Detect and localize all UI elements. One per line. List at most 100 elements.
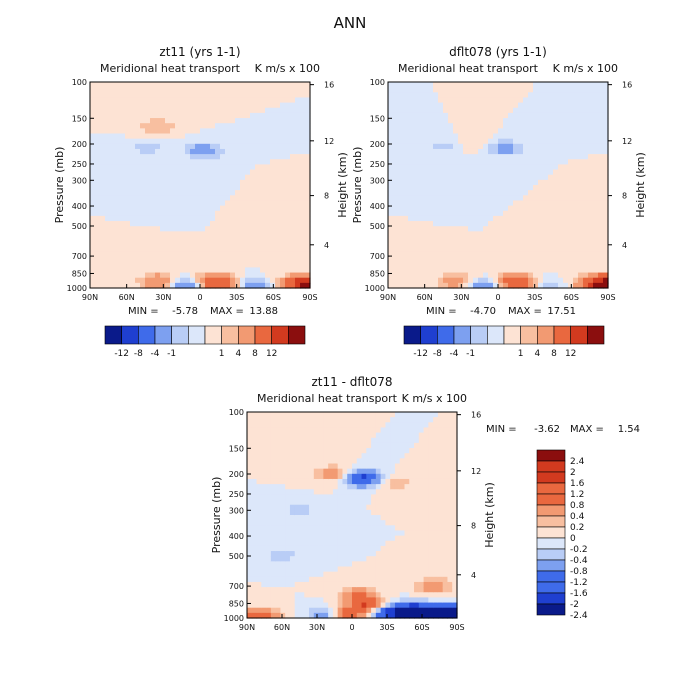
heatmap-cell xyxy=(371,612,377,619)
heatmap-cell xyxy=(578,231,584,238)
heatmap-cell xyxy=(518,107,524,114)
heatmap-cell xyxy=(375,478,382,485)
heatmap-cell xyxy=(438,159,444,165)
colorbar-swatch xyxy=(520,325,538,345)
heatmap-cell xyxy=(150,143,156,150)
heatmap-cell xyxy=(323,499,329,506)
heatmap-cell xyxy=(130,128,136,135)
heatmap-cell xyxy=(538,190,544,196)
heatmap-cell xyxy=(260,221,266,227)
heatmap-cell xyxy=(603,97,609,104)
heatmap-cell xyxy=(265,231,271,238)
heatmap-cell xyxy=(266,535,272,542)
heatmap-cell xyxy=(205,154,211,160)
heatmap-cell xyxy=(503,133,509,140)
heatmap-cell xyxy=(508,87,514,93)
heatmap-cell xyxy=(170,164,176,171)
heatmap-cell xyxy=(247,530,253,537)
heatmap-cell xyxy=(603,128,609,135)
heatmap-cell xyxy=(573,159,579,165)
heatmap-cell xyxy=(120,262,126,268)
heatmap-cell xyxy=(433,102,439,109)
y-tick-label: 850 xyxy=(72,269,87,278)
heatmap-cell xyxy=(513,257,519,263)
heatmap-cell xyxy=(240,159,246,165)
heatmap-cell xyxy=(388,118,394,124)
heatmap-cell xyxy=(518,159,524,165)
heatmap-cell xyxy=(230,195,236,202)
heatmap-cell xyxy=(473,82,479,88)
heatmap-cell xyxy=(205,251,211,258)
heatmap-cell xyxy=(478,282,484,289)
heatmap-cell xyxy=(251,571,258,578)
heatmap-cell xyxy=(385,473,391,480)
heatmap-cell xyxy=(385,427,391,434)
heatmap-cell xyxy=(593,159,599,165)
heatmap-cell xyxy=(247,509,253,516)
heatmap-cell xyxy=(361,535,367,542)
heatmap-cell xyxy=(255,251,261,258)
heatmap-cell xyxy=(100,185,106,191)
heatmap-cell xyxy=(375,530,382,537)
heatmap-cell xyxy=(125,262,131,268)
heatmap-cell xyxy=(170,118,176,124)
heatmap-cell xyxy=(240,210,246,217)
heatmap-cell xyxy=(603,221,609,227)
heatmap-cell xyxy=(493,241,499,248)
heatmap-cell xyxy=(285,535,291,542)
heatmap-cell xyxy=(270,463,277,470)
heatmap-cell xyxy=(453,123,459,129)
heatmap-cell xyxy=(105,277,111,284)
heatmap-cell xyxy=(498,159,504,165)
heatmap-cell xyxy=(468,143,474,150)
heatmap-cell xyxy=(328,448,334,454)
heatmap-cell xyxy=(399,576,406,583)
heatmap-cell xyxy=(175,87,181,93)
heatmap-cell xyxy=(342,551,348,557)
heatmap-cell xyxy=(135,164,141,171)
heatmap-cell xyxy=(361,448,367,454)
heatmap-cell xyxy=(553,241,559,248)
heatmap-cell xyxy=(513,272,519,279)
heatmap-cell xyxy=(583,257,589,263)
heatmap-cell xyxy=(240,272,246,279)
heatmap-cell xyxy=(130,185,136,191)
heatmap-cell xyxy=(533,231,539,238)
heatmap-cell xyxy=(523,179,529,186)
heatmap-cell xyxy=(423,87,429,93)
heatmap-cell xyxy=(309,478,315,485)
heatmap-cell xyxy=(418,159,424,165)
heatmap-cell xyxy=(593,215,599,222)
heatmap-cell xyxy=(275,576,282,583)
heatmap-cell xyxy=(385,597,391,604)
heatmap-cell xyxy=(398,154,404,160)
heatmap-cell xyxy=(100,251,106,258)
heatmap-cell xyxy=(275,535,282,542)
heatmap-cell xyxy=(413,92,419,99)
heatmap-cell xyxy=(423,102,429,109)
heatmap-cell xyxy=(404,422,410,429)
heatmap-cell xyxy=(563,282,569,289)
heatmap-cell xyxy=(275,442,282,449)
heatmap-cell xyxy=(558,262,564,268)
heatmap-cell xyxy=(230,221,236,227)
heatmap-cell xyxy=(342,453,348,459)
heatmap-cell xyxy=(498,277,504,284)
heatmap-cell xyxy=(573,148,579,155)
heatmap-cell xyxy=(305,118,311,124)
heatmap-cell xyxy=(408,226,414,232)
heatmap-cell xyxy=(180,143,186,150)
heatmap-cell xyxy=(250,169,256,176)
heatmap-cell xyxy=(332,448,339,454)
heatmap-cell xyxy=(347,412,353,418)
heatmap-cell xyxy=(538,102,544,109)
heatmap-cell xyxy=(548,246,554,253)
heatmap-cell xyxy=(380,494,387,501)
heatmap-cell xyxy=(260,154,266,160)
heatmap-cell xyxy=(299,612,305,619)
heatmap-cell xyxy=(394,607,401,614)
heatmap-cell xyxy=(408,97,414,104)
heatmap-cell xyxy=(468,118,474,124)
heatmap-cell xyxy=(105,246,111,253)
heatmap-cell xyxy=(393,112,399,119)
